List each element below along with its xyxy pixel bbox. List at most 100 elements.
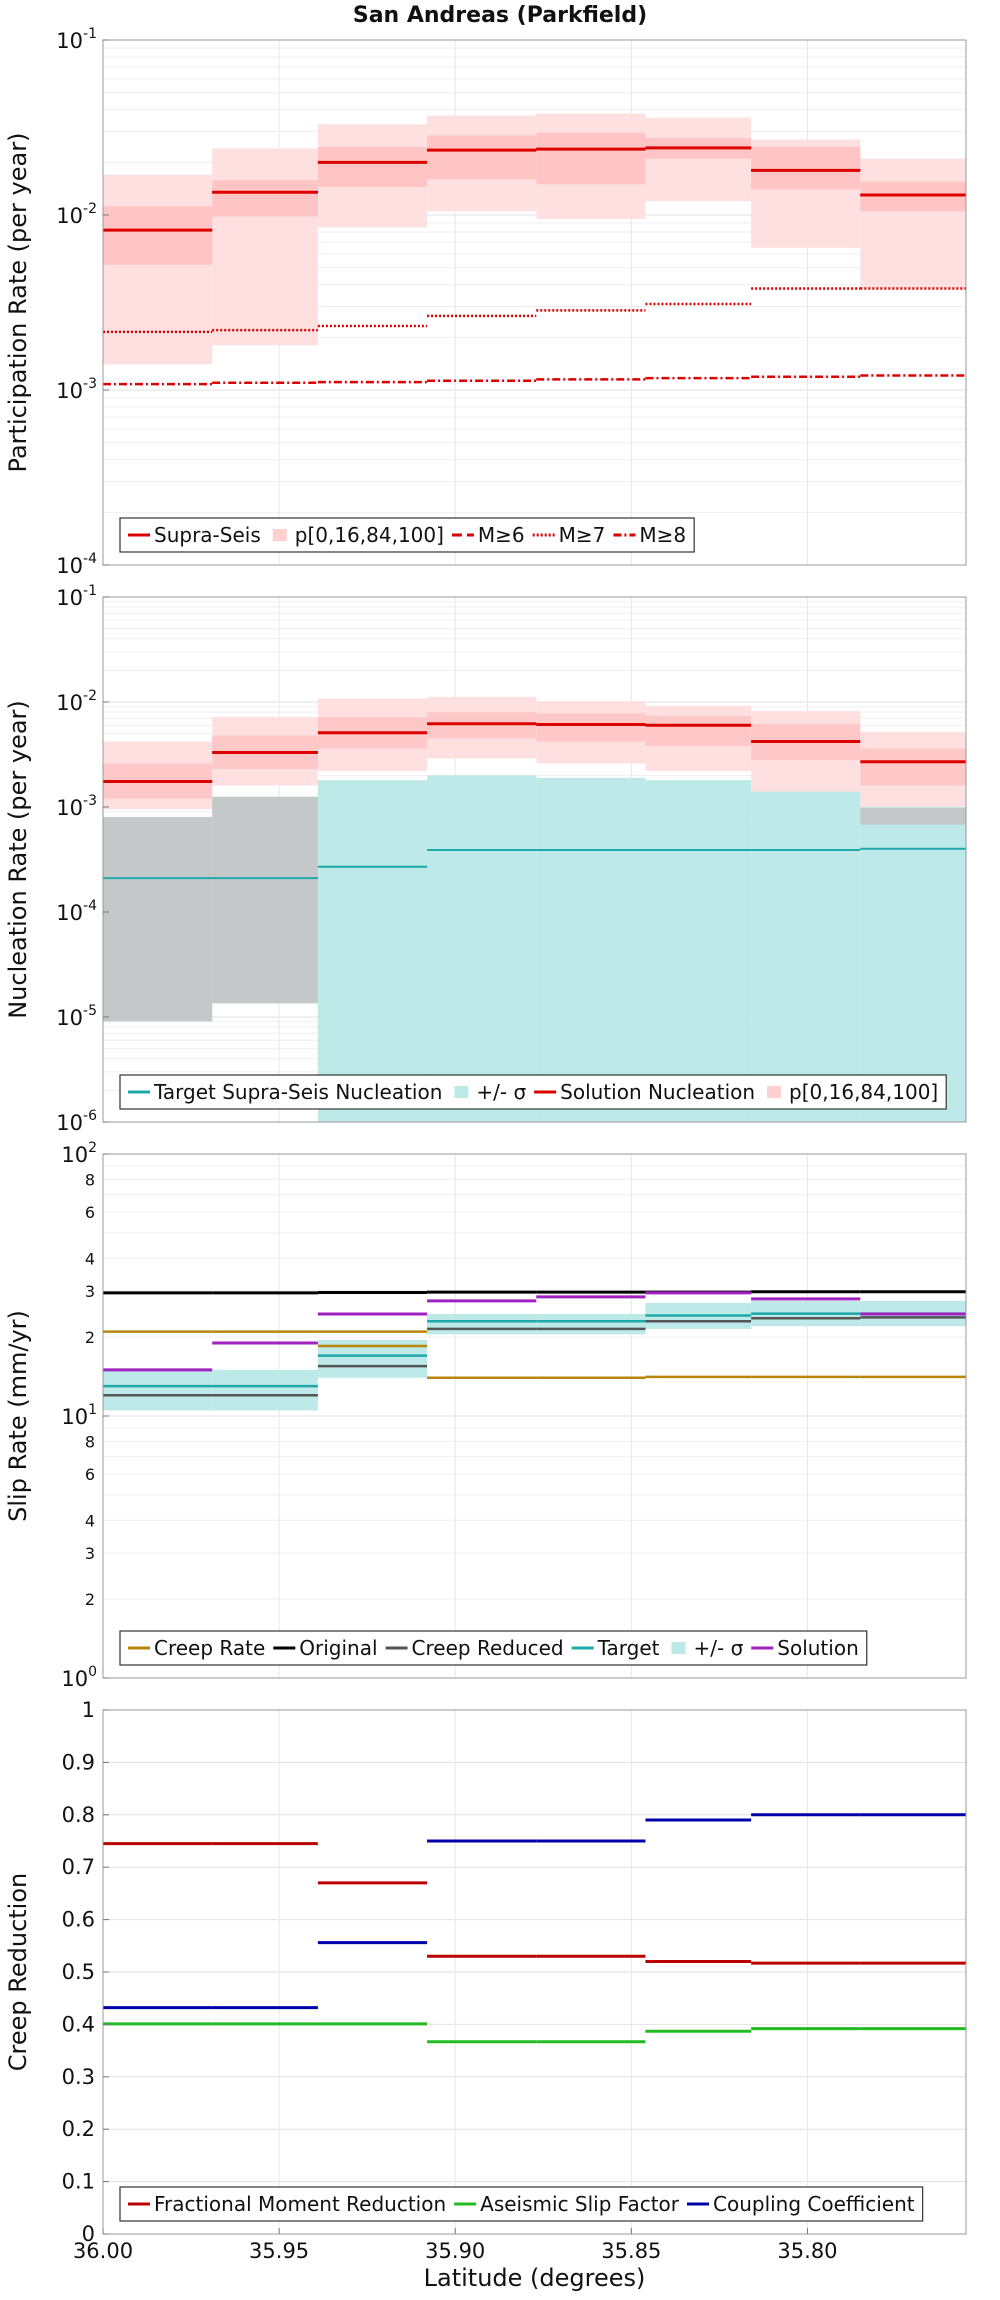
band-rect <box>751 791 861 1122</box>
series-solution-nucleation <box>103 722 966 783</box>
y-tick-label: 10-1 <box>56 583 97 610</box>
legend-box <box>119 517 695 553</box>
y-axis-label: Slip Rate (mm/yr) <box>4 1310 32 1522</box>
band-p16-84 <box>103 132 966 265</box>
band-rect <box>103 817 213 1022</box>
legend-label: Fractional Moment Reduction <box>154 2192 446 2216</box>
y-tick-exponent: 1 <box>88 1402 97 1418</box>
y-tick-base: 10 <box>56 554 83 578</box>
y-ticks: 0 0.1 0.2 0.3 0.4 0.5 0.6 0.7 0.8 0.9 1 <box>62 1698 109 2246</box>
band-rect <box>536 777 646 1122</box>
y-tick-base: 10 <box>56 691 83 715</box>
y-tick-label: 102 <box>61 1140 97 1167</box>
band-rect <box>645 780 752 1122</box>
x-tick-label: 35.80 <box>777 2239 837 2263</box>
y-tick-label: 101 <box>61 1402 97 1429</box>
series-creep-rate <box>103 1330 966 1379</box>
legend-label: Creep Reduced <box>412 1636 564 1660</box>
figure-title: San Andreas (Parkfield) <box>353 3 647 28</box>
x-tick-label: 35.90 <box>425 2239 485 2263</box>
y-tick-exponent: -4 <box>83 898 97 914</box>
panel-1: 10-110-210-310-4 Participation Rate (per … <box>4 26 967 578</box>
legend-swatch <box>671 1642 686 1654</box>
y-tick-label: 0.3 <box>62 2065 95 2089</box>
band-rect <box>860 807 966 825</box>
legend: Creep Rate Original Creep Reduced Target +/-… <box>119 1630 868 1666</box>
y-tick-label: 10-6 <box>56 1108 97 1135</box>
panel-4: 0 0.1 0.2 0.3 0.4 0.5 0.6 0.7 0.8 0.9 1 Creep Reduc… <box>4 1698 967 2292</box>
y-tick-label: 10-3 <box>56 793 97 820</box>
band-rect <box>860 158 966 289</box>
y-tick-label: 10-4 <box>56 551 97 578</box>
legend-label: +/- σ <box>694 1636 744 1660</box>
y-tick-label: 0.1 <box>62 2170 95 2194</box>
band-rect <box>860 748 966 786</box>
y-axis-label: Participation Rate (per year) <box>4 133 32 473</box>
series-target-supra-seis-nucleation <box>103 847 966 880</box>
y-tick-base: 10 <box>56 29 83 53</box>
band-rect <box>317 780 428 1122</box>
y-tick-label: 0.6 <box>62 1908 95 1932</box>
legend-swatch <box>767 1086 782 1098</box>
legend-label: Creep Rate <box>154 1636 265 1660</box>
y-tick-exponent: 2 <box>88 1140 97 1156</box>
legend: Supra-Seis p[0,16,84,100] M≥6 M≥7 M≥8 <box>119 517 695 553</box>
plot-frame <box>102 596 967 1123</box>
legend-swatch <box>454 1086 469 1098</box>
band-rect <box>103 206 213 265</box>
legend: Target Supra-Seis Nucleation +/- σ Solutio… <box>119 1074 947 1110</box>
y-minor-tick-label: 8 <box>85 1432 95 1451</box>
x-tick-label: 36.00 <box>73 2239 133 2263</box>
y-tick-base: 10 <box>56 901 83 925</box>
y-axis-label: Creep Reduction <box>4 1873 32 2071</box>
y-tick-base: 10 <box>56 1006 83 1030</box>
band-rect <box>212 1369 318 1411</box>
band-rect <box>427 1314 537 1335</box>
band-rect <box>427 135 537 180</box>
series-m-7 <box>103 287 966 334</box>
y-tick-label: 100 <box>61 1664 97 1691</box>
band-rect <box>536 713 646 742</box>
y-tick-label: 0.9 <box>62 1750 95 1774</box>
band-rect <box>427 775 537 1122</box>
series-m-8 <box>103 374 966 386</box>
band-rect <box>536 132 646 185</box>
y-tick-exponent: 0 <box>88 1664 97 1680</box>
series-fractional-moment-reduction <box>103 1842 966 1965</box>
plot-frame <box>102 39 967 566</box>
legend-label: Coupling Coefficient <box>713 2192 915 2216</box>
y-tick-exponent: -2 <box>83 688 97 704</box>
y-minor-tick-label: 4 <box>85 1249 95 1268</box>
y-ticks: 10-110-210-310-4 <box>56 26 109 578</box>
legend-swatch <box>272 529 287 541</box>
y-tick-label: 0.7 <box>62 1855 95 1879</box>
legend-label: p[0,16,84,100] <box>295 523 444 547</box>
y-minor-tick-label: 8 <box>85 1170 95 1189</box>
legend-label: Aseismic Slip Factor <box>480 2192 680 2216</box>
legend-box <box>119 2186 924 2222</box>
y-tick-label: 0.2 <box>62 2117 95 2141</box>
y-tick-label: 0.5 <box>62 1960 95 1984</box>
y-tick-base: 10 <box>56 379 83 403</box>
legend-label: M≥8 <box>639 523 686 547</box>
legend-label: M≥6 <box>478 523 525 547</box>
y-tick-base: 10 <box>56 204 83 228</box>
series-coupling-coefficient <box>103 1813 966 2010</box>
y-tick-label: 1 <box>82 1698 95 1722</box>
y-tick-exponent: -5 <box>83 1003 97 1019</box>
y-tick-label: 0.4 <box>62 2012 95 2036</box>
y-tick-exponent: -3 <box>83 793 97 809</box>
y-minor-tick-label: 6 <box>85 1465 95 1484</box>
y-tick-base: 10 <box>56 796 83 820</box>
y-tick-label: 10-2 <box>56 688 97 715</box>
legend-label: Target <box>597 1636 660 1660</box>
y-minor-tick-label: 4 <box>85 1511 95 1530</box>
y-tick-exponent: -1 <box>83 26 97 42</box>
x-axis-label: Latitude (degrees) <box>424 2264 646 2292</box>
y-minor-tick-label: 2 <box>85 1328 95 1347</box>
y-tick-label: 0 <box>82 2222 95 2246</box>
y-minor-tick-label: 3 <box>85 1282 95 1301</box>
